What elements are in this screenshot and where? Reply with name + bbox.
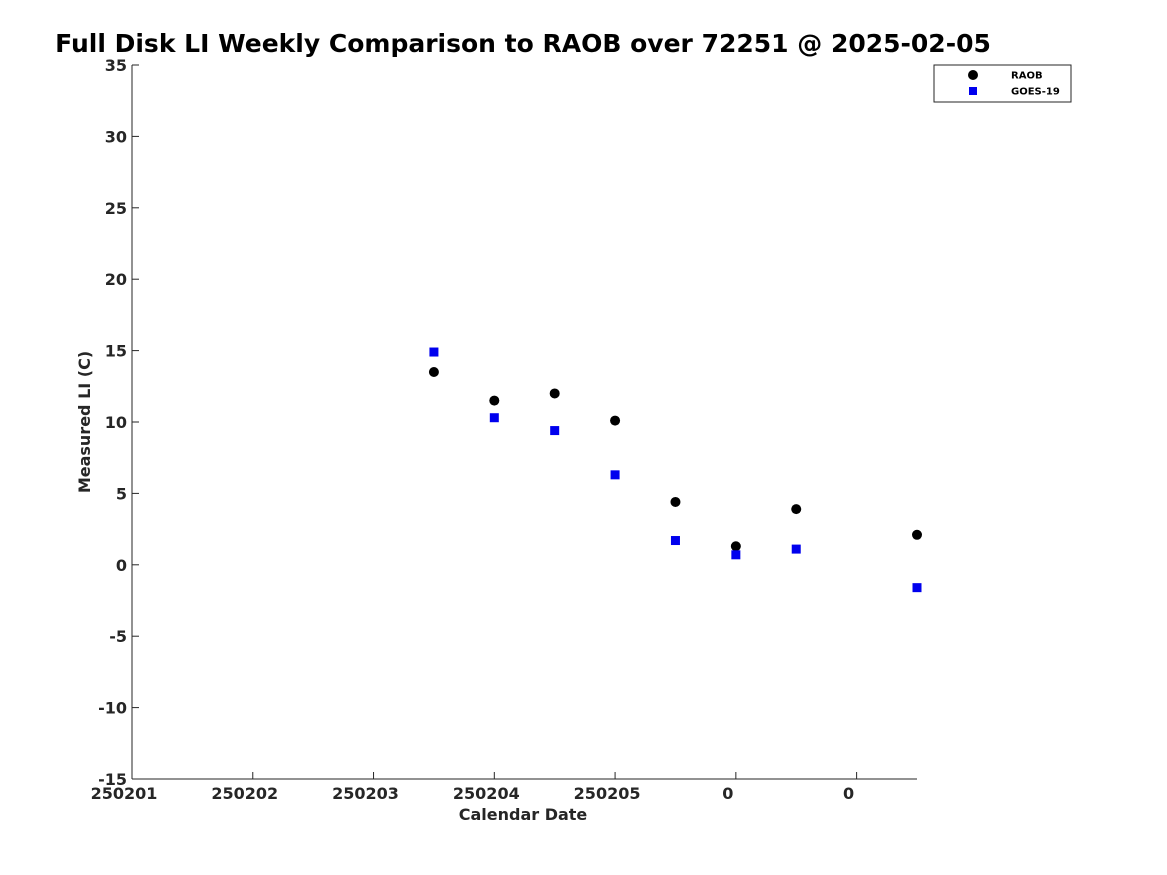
goes-19-point [670,536,680,546]
x-axis-label: Calendar Date [459,805,588,824]
y-tick-label: 0 [116,556,127,575]
y-tick-label: -10 [98,699,127,718]
goes-19-point [610,470,620,480]
legend-marker-goes-19 [969,87,977,95]
x-tick-label: 250201 [91,784,158,803]
legend-box [933,64,1072,103]
raob-point [428,367,439,378]
raob-point [912,529,922,540]
y-tick-label: 35 [105,56,127,75]
legend-label: GOES-19 [1011,87,1060,98]
raob-point [791,504,802,515]
y-axis-ticks: -15 -10 -5 0 5 10 15 20 25 30 35 [98,56,139,789]
goes-19-point [429,347,439,357]
goes-19-point [550,426,560,436]
x-tick-label: 250202 [211,784,278,803]
raob-point [489,395,500,406]
goes-19-point [912,583,922,593]
raob-point [549,388,560,399]
goes-19-point [489,413,499,423]
x-axis-ticks: 250201 250202 250203 250204 250205 0 0 [91,772,858,803]
x-tick-label: 0 [722,784,733,803]
raob-point [610,415,621,426]
y-tick-label: -5 [109,627,127,646]
data-points [428,347,922,593]
y-tick-label: -15 [98,770,127,789]
y-tick-label: 10 [105,413,127,432]
y-axis-label: Measured LI (C) [75,351,94,493]
y-tick-label: 30 [105,127,127,146]
x-tick-label: 0 [843,784,854,803]
legend: RAOB GOES-19 [933,64,1072,103]
y-tick-label: 15 [105,342,127,361]
raob-point [730,541,741,552]
x-tick-label: 250204 [453,784,520,803]
goes-19-point [791,544,801,554]
legend-marker-raob [968,70,978,80]
y-tick-label: 25 [105,199,127,218]
x-tick-label: 250203 [332,784,399,803]
goes-19-point [731,550,741,560]
y-tick-label: 20 [105,270,127,289]
legend-entries: RAOB GOES-19 [968,70,1060,98]
chart-title: Full Disk LI Weekly Comparison to RAOB o… [55,29,991,58]
legend-label: RAOB [1011,71,1043,82]
raob-point [670,496,681,507]
x-tick-label: 250205 [574,784,641,803]
y-tick-label: 5 [116,484,127,503]
